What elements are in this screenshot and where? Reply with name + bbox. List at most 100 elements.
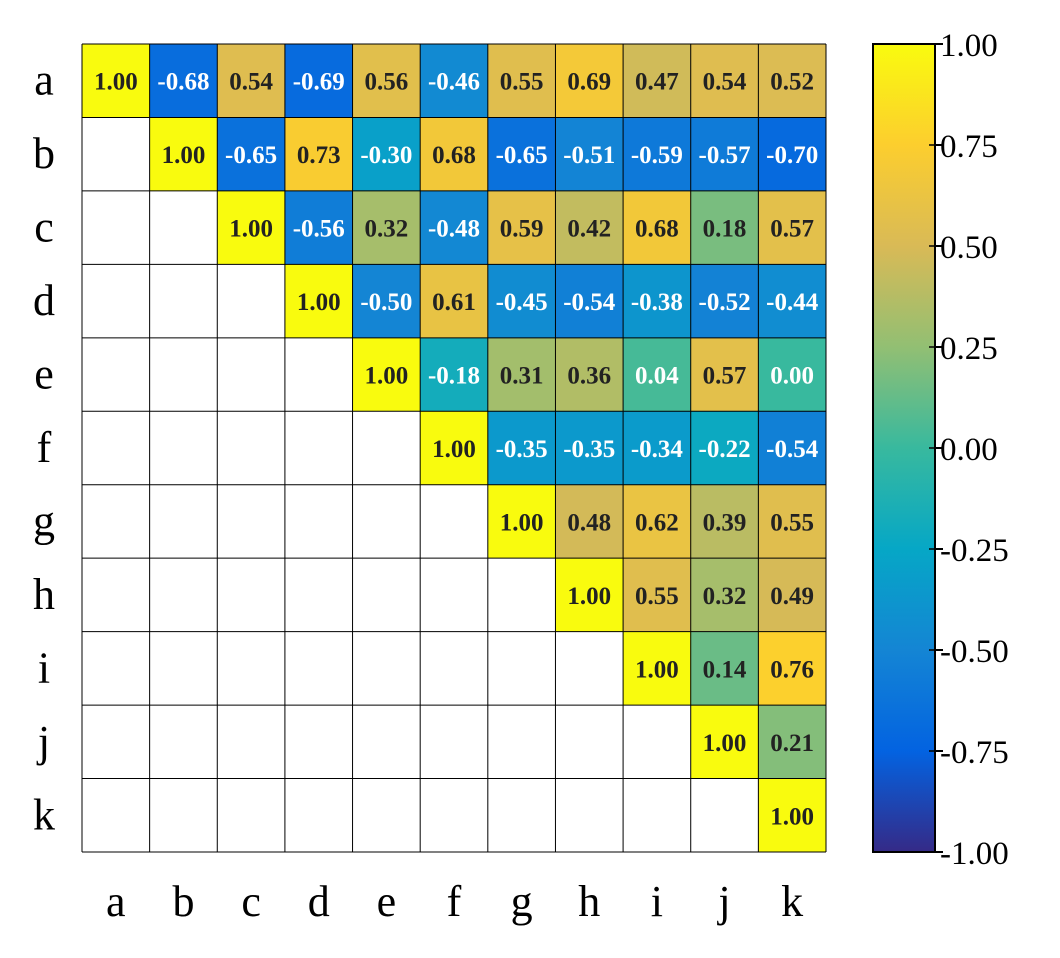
row-label-g: g xyxy=(33,496,55,545)
column-label-k: k xyxy=(781,877,803,926)
column-label-c: c xyxy=(241,877,261,926)
heatmap-cell-b-g xyxy=(487,117,556,191)
row-label-b: b xyxy=(33,129,55,178)
heatmap-cell-d-f xyxy=(420,264,488,338)
heatmap-cell-f-i xyxy=(623,411,691,485)
heatmap-cells: 1.00 -0.68 0.54 -0.69 0.56 -0.46 0.55 0.69 0.47 0… xyxy=(82,44,826,852)
colorbar-tick-label: 0.00 xyxy=(940,432,998,468)
cell-value-b-g: -0.65 xyxy=(496,142,548,169)
cell-value-b-c: -0.65 xyxy=(225,142,277,169)
heatmap-cell-c-f xyxy=(420,190,488,265)
cell-value-e-e: 1.00 xyxy=(364,363,408,390)
cell-value-c-j: 0.18 xyxy=(703,216,747,243)
cell-value-b-j: -0.57 xyxy=(699,142,751,169)
heatmap-cell-e-h xyxy=(555,337,624,412)
heatmap-cell-a-d xyxy=(284,44,353,118)
heatmap-cell-d-d xyxy=(284,264,353,338)
heatmap-cell-c-k xyxy=(758,190,826,265)
column-label-b: b xyxy=(172,877,194,926)
cell-value-a-d: -0.69 xyxy=(293,69,345,96)
heatmap-cell-h-k xyxy=(758,558,826,632)
cell-value-a-c: 0.54 xyxy=(229,69,273,96)
heatmap-cell-c-g xyxy=(487,190,556,265)
heatmap-cell-g-h xyxy=(555,484,624,559)
heatmap-cell-d-e xyxy=(352,264,421,338)
heatmap-cell-a-j xyxy=(690,44,759,118)
cell-value-e-g: 0.31 xyxy=(500,363,544,390)
heatmap-cell-b-d xyxy=(284,117,353,191)
heatmap-cell-f-j xyxy=(690,411,759,485)
heatmap-cell-c-i xyxy=(623,190,691,265)
cell-value-g-i: 0.62 xyxy=(635,509,679,536)
cell-value-e-k: 0.00 xyxy=(770,363,814,390)
cell-value-b-i: -0.59 xyxy=(631,142,683,169)
cell-value-b-h: -0.51 xyxy=(563,142,615,169)
heatmap-cell-j-k xyxy=(758,705,826,779)
cell-value-f-j: -0.22 xyxy=(699,436,751,463)
cell-value-i-k: 0.76 xyxy=(770,656,814,683)
cell-value-f-i: -0.34 xyxy=(631,436,684,463)
colorbar-tick-label: 1.00 xyxy=(940,28,998,64)
cell-value-d-d: 1.00 xyxy=(297,289,341,316)
cell-value-e-i: 0.04 xyxy=(635,363,679,390)
row-label-k: k xyxy=(33,790,55,839)
heatmap-cell-e-f xyxy=(420,337,488,412)
colorbar-tick-label: 0.50 xyxy=(940,230,998,266)
heatmap-cell-g-j xyxy=(690,484,759,559)
cell-value-g-j: 0.39 xyxy=(703,509,747,536)
heatmap-grid xyxy=(81,43,827,853)
cell-value-h-j: 0.32 xyxy=(703,583,747,610)
cell-value-a-a: 1.00 xyxy=(94,69,138,96)
heatmap-cell-c-d xyxy=(284,190,353,265)
cell-value-g-k: 0.55 xyxy=(770,509,814,536)
colorbar: 1.00 0.75 0.50 0.25 0.00 -0.25 -0.50 -0.75 -1.00 xyxy=(872,28,1009,872)
heatmap-cell-e-g xyxy=(487,337,556,412)
cell-value-a-h: 0.69 xyxy=(567,69,611,96)
colorbar-tick-label: -0.25 xyxy=(940,533,1009,569)
heatmap-cell-f-k xyxy=(758,411,826,485)
row-label-d: d xyxy=(33,276,55,325)
cell-value-b-b: 1.00 xyxy=(162,142,206,169)
heatmap-cell-f-g xyxy=(487,411,556,485)
cell-value-i-i: 1.00 xyxy=(635,656,679,683)
cell-value-b-e: -0.30 xyxy=(360,142,412,169)
heatmap-cell-e-i xyxy=(623,337,691,412)
column-label-f: f xyxy=(447,877,462,926)
row-label-h: h xyxy=(33,570,55,619)
cell-value-j-j: 1.00 xyxy=(703,730,747,757)
colorbar-scale xyxy=(872,43,936,853)
cell-value-b-k: -0.70 xyxy=(766,142,818,169)
heatmap-cell-f-h xyxy=(555,411,624,485)
cell-value-h-i: 0.55 xyxy=(635,583,679,610)
cell-value-h-k: 0.49 xyxy=(770,583,814,610)
colorbar-tick-label: -0.50 xyxy=(940,634,1009,670)
heatmap-cell-d-j xyxy=(690,264,759,338)
colorbar-tick-label: 0.25 xyxy=(940,331,998,367)
cell-value-a-f: -0.46 xyxy=(428,69,480,96)
cell-value-d-e: -0.50 xyxy=(360,289,412,316)
heatmap-cell-d-g xyxy=(487,264,556,338)
cell-value-d-i: -0.38 xyxy=(631,289,683,316)
cell-value-e-h: 0.36 xyxy=(567,363,611,390)
cell-value-a-i: 0.47 xyxy=(635,69,679,96)
heatmap-cell-a-c xyxy=(217,44,285,118)
cell-value-d-g: -0.45 xyxy=(496,289,548,316)
column-label-j: j xyxy=(716,877,730,926)
heatmap-cell-g-k xyxy=(758,484,826,559)
heatmap-cell-g-g xyxy=(487,484,556,559)
heatmap-cell-k-k xyxy=(758,778,826,852)
colorbar-tick-label: 0.75 xyxy=(940,129,998,165)
heatmap-cell-j-j xyxy=(690,705,759,779)
cell-value-a-e: 0.56 xyxy=(364,69,408,96)
cell-value-f-g: -0.35 xyxy=(496,436,548,463)
cell-value-i-j: 0.14 xyxy=(703,656,747,683)
heatmap-cell-a-k xyxy=(758,44,826,118)
column-label-i: i xyxy=(651,877,663,926)
heatmap-cell-a-h xyxy=(555,44,624,118)
cell-value-a-j: 0.54 xyxy=(703,69,747,96)
heatmap-cell-b-c xyxy=(217,117,285,191)
cell-value-f-k: -0.54 xyxy=(766,436,819,463)
